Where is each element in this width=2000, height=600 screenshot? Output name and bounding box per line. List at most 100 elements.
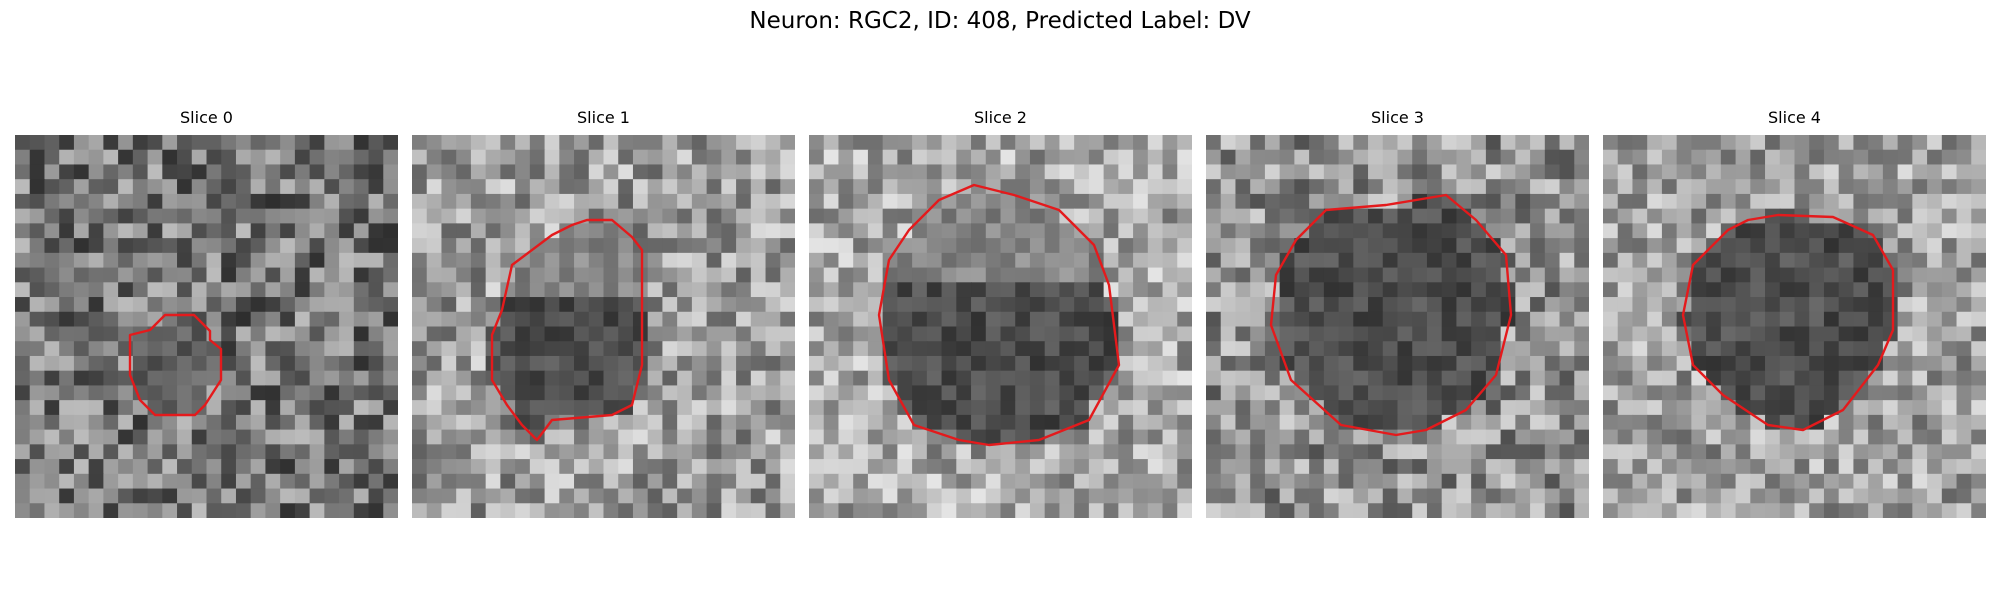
image-pixel (853, 164, 868, 179)
image-pixel (1177, 238, 1192, 253)
image-pixel (662, 400, 677, 415)
image-pixel (383, 164, 398, 179)
image-pixel (1368, 179, 1383, 194)
image-pixel (766, 371, 781, 386)
image-pixel (251, 297, 266, 312)
image-pixel (1632, 341, 1647, 356)
image-pixel (251, 415, 266, 430)
image-pixel (1059, 209, 1074, 224)
image-pixel (412, 341, 427, 356)
image-pixel (221, 179, 236, 194)
image-pixel (486, 253, 501, 268)
image-pixel (1898, 282, 1913, 297)
image-pixel (1853, 312, 1868, 327)
image-pixel (1206, 459, 1221, 474)
image-pixel (1721, 341, 1736, 356)
image-pixel (1324, 503, 1339, 518)
image-pixel (1383, 253, 1398, 268)
image-pixel (515, 341, 530, 356)
image-pixel (766, 312, 781, 327)
image-pixel (1324, 489, 1339, 504)
image-pixel (280, 223, 295, 238)
image-pixel (897, 179, 912, 194)
image-pixel (1250, 341, 1265, 356)
image-pixel (103, 371, 118, 386)
image-pixel (1235, 312, 1250, 327)
image-pixel (1824, 459, 1839, 474)
image-pixel (177, 209, 192, 224)
image-pixel (1001, 238, 1016, 253)
image-pixel (545, 179, 560, 194)
image-pixel (148, 474, 163, 489)
image-pixel (559, 297, 574, 312)
image-pixel (574, 312, 589, 327)
image-pixel (1971, 268, 1986, 283)
image-pixel (942, 415, 957, 430)
image-pixel (868, 459, 883, 474)
image-pixel (177, 503, 192, 518)
image-pixel (1104, 194, 1119, 209)
image-pixel (44, 164, 59, 179)
image-pixel (369, 297, 384, 312)
image-pixel (471, 385, 486, 400)
image-pixel (192, 253, 207, 268)
image-pixel (1177, 444, 1192, 459)
image-pixel (1853, 474, 1868, 489)
image-pixel (515, 474, 530, 489)
image-pixel (662, 444, 677, 459)
image-pixel (1632, 503, 1647, 518)
image-pixel (1853, 489, 1868, 504)
image-pixel (1177, 503, 1192, 518)
image-pixel (59, 341, 74, 356)
image-pixel (1442, 327, 1457, 342)
image-pixel (1001, 150, 1016, 165)
image-pixel (1957, 268, 1972, 283)
image-pixel (604, 135, 619, 150)
image-pixel (148, 282, 163, 297)
image-pixel (721, 327, 736, 342)
image-pixel (441, 430, 456, 445)
image-pixel (1486, 209, 1501, 224)
image-pixel (1163, 135, 1178, 150)
image-pixel (251, 238, 266, 253)
image-pixel (912, 312, 927, 327)
image-pixel (427, 209, 442, 224)
image-pixel (1133, 444, 1148, 459)
image-pixel (1339, 223, 1354, 238)
image-pixel (1971, 400, 1986, 415)
image-pixel (545, 297, 560, 312)
image-pixel (662, 385, 677, 400)
image-pixel (751, 223, 766, 238)
image-pixel (751, 135, 766, 150)
image-pixel (1368, 135, 1383, 150)
image-pixel (1853, 179, 1868, 194)
image-pixel (1839, 503, 1854, 518)
image-pixel (1133, 223, 1148, 238)
image-pixel (912, 356, 927, 371)
image-pixel (1750, 385, 1765, 400)
image-pixel (515, 135, 530, 150)
image-pixel (912, 371, 927, 386)
image-pixel (559, 503, 574, 518)
image-pixel (1486, 253, 1501, 268)
image-pixel (1795, 238, 1810, 253)
image-pixel (1001, 327, 1016, 342)
image-pixel (721, 179, 736, 194)
image-pixel (1074, 371, 1089, 386)
image-pixel (1957, 150, 1972, 165)
image-pixel (1133, 371, 1148, 386)
image-pixel (44, 459, 59, 474)
image-pixel (1001, 459, 1016, 474)
image-pixel (1265, 385, 1280, 400)
image-pixel (1309, 415, 1324, 430)
image-pixel (736, 385, 751, 400)
image-pixel (1339, 503, 1354, 518)
image-pixel (1750, 327, 1765, 342)
image-pixel (1045, 489, 1060, 504)
image-pixel (471, 356, 486, 371)
image-pixel (1957, 194, 1972, 209)
image-pixel (500, 327, 515, 342)
image-pixel (1868, 444, 1883, 459)
image-pixel (133, 135, 148, 150)
image-pixel (1677, 223, 1692, 238)
